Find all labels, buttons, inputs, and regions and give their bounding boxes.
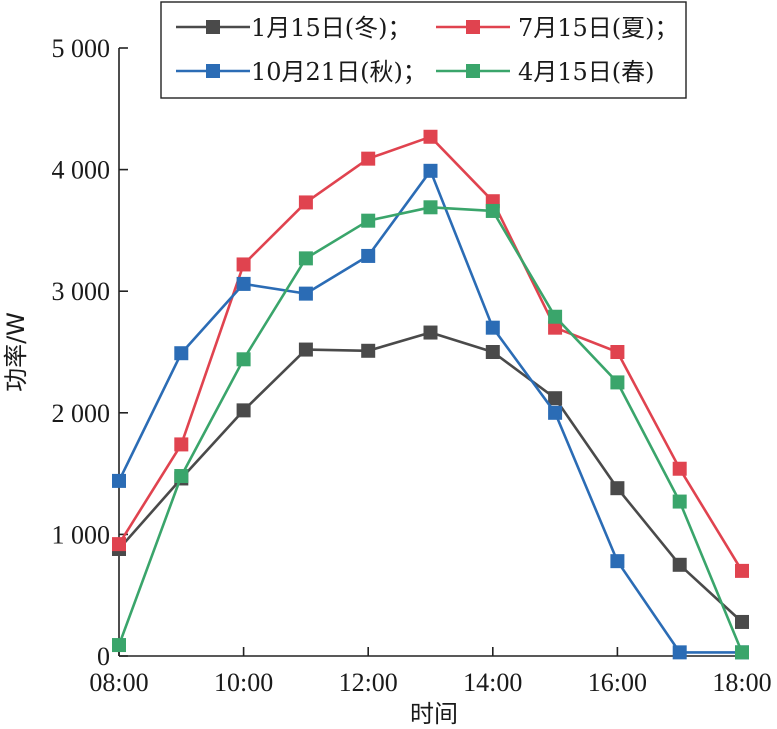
- data-point: [236, 352, 251, 367]
- data-point: [548, 391, 563, 406]
- data-point: [423, 163, 438, 178]
- data-point: [298, 195, 313, 210]
- data-point: [174, 437, 189, 452]
- x-tick-label: 12:00: [339, 668, 398, 697]
- x-axis-title: 时间: [410, 700, 458, 728]
- x-ticks: 08:00 10:00 12:00 14:00 16:00 18:00: [89, 647, 772, 697]
- legend-marker: [466, 64, 480, 78]
- series-3: [112, 200, 749, 660]
- data-point: [112, 473, 126, 488]
- data-point: [174, 346, 189, 361]
- data-point: [361, 248, 376, 263]
- data-point: [485, 203, 500, 218]
- data-point: [672, 645, 687, 660]
- data-point: [298, 286, 313, 301]
- data-point: [361, 151, 376, 166]
- data-point: [610, 375, 625, 390]
- legend-label: 10月21日(秋)；: [251, 58, 427, 86]
- data-point: [672, 494, 687, 509]
- data-point: [485, 345, 500, 359]
- data-point: [548, 309, 563, 324]
- data-point: [298, 342, 313, 357]
- data-point: [672, 557, 687, 572]
- y-tick-label: 0: [97, 642, 110, 671]
- x-tick-label: 08:00: [89, 668, 148, 697]
- legend-box: [160, 1, 687, 99]
- x-tick-label: 10:00: [214, 668, 273, 697]
- y-tick-label: 5 000: [52, 34, 111, 63]
- data-point: [672, 461, 687, 476]
- data-point: [423, 129, 438, 144]
- y-axis-title: 功率/W: [2, 312, 30, 392]
- legend-marker: [466, 20, 480, 34]
- series-line: [117, 206, 744, 653]
- data-point: [174, 469, 189, 484]
- series-layer: [112, 129, 749, 660]
- data-point: [236, 403, 251, 418]
- data-point: [485, 320, 500, 335]
- legend-entry: 10月21日(秋)；: [176, 58, 427, 86]
- y-tick-label: 2 000: [52, 399, 111, 428]
- data-point: [112, 537, 126, 552]
- legend-label: 1月15日(冬)；: [251, 14, 412, 42]
- series-2: [112, 163, 749, 660]
- x-tick-label: 16:00: [588, 668, 647, 697]
- data-point: [610, 345, 625, 359]
- y-ticks: 0 1 000 2 000 3 000 4 000 5 000: [52, 34, 128, 671]
- data-point: [361, 213, 376, 228]
- data-point: [548, 405, 563, 420]
- data-point: [236, 276, 251, 291]
- legend-marker: [206, 20, 220, 34]
- series-1: [112, 129, 749, 578]
- legend-label: 7月15日(夏)；: [518, 14, 679, 42]
- data-point: [423, 325, 438, 340]
- y-tick-label: 1 000: [52, 520, 111, 549]
- data-point: [610, 554, 625, 569]
- data-point: [735, 614, 749, 629]
- data-point: [423, 200, 438, 215]
- legend-entry: 4月15日(春): [436, 58, 655, 86]
- series-line: [118, 331, 743, 623]
- x-tick-label: 18:00: [712, 668, 771, 697]
- data-point: [735, 563, 749, 578]
- y-tick-label: 4 000: [52, 156, 111, 185]
- data-point: [548, 320, 563, 335]
- data-point: [735, 645, 749, 660]
- data-point: [112, 638, 126, 653]
- data-point: [361, 343, 376, 358]
- legend-label: 4月15日(春): [518, 58, 655, 86]
- data-point: [298, 251, 313, 266]
- x-tick-label: 14:00: [463, 668, 522, 697]
- y-tick-label: 3 000: [52, 277, 111, 306]
- legend-entry: 7月15日(夏)；: [436, 14, 679, 42]
- legend-marker: [206, 64, 220, 78]
- data-point: [610, 481, 625, 496]
- data-point: [236, 257, 251, 272]
- legend-entry: 1月15日(冬)；: [176, 14, 412, 42]
- legend: 1月15日(冬)； 7月15日(夏)； 10月21日(秋)； 4月15日(春): [160, 1, 687, 99]
